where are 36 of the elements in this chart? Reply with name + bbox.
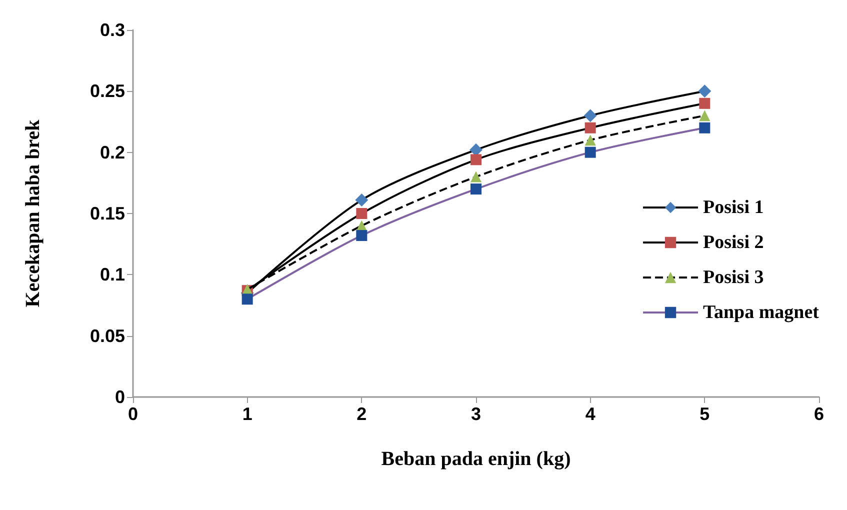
y-tick-label: 0: [114, 387, 125, 407]
legend-label: Posisi 3: [703, 267, 764, 288]
y-axis-title: Kecekapan haba brek: [22, 118, 44, 308]
point: [470, 184, 482, 195]
point: [356, 208, 368, 219]
point: [699, 122, 710, 134]
point: [584, 109, 597, 122]
x-axis-title: Beban pada enjin (kg): [381, 448, 571, 470]
x-tick-label: 2: [356, 404, 367, 424]
point: [470, 171, 482, 182]
point: [470, 143, 482, 156]
legend-label: Posisi 2: [703, 232, 764, 253]
point: [356, 230, 368, 242]
x-tick-label: 0: [128, 404, 138, 424]
y-tick-label: 0.1: [100, 264, 125, 285]
x-tick-label: 3: [470, 404, 482, 424]
y-tick-label: 0.25: [90, 81, 125, 102]
point: [242, 294, 253, 305]
y-tick-label: 0.2: [100, 142, 125, 162]
y-tick-label: 0.05: [90, 326, 125, 346]
legend-label: Tanpa magnet: [703, 302, 820, 323]
x-tick-label: 6: [814, 404, 824, 424]
x-tick-label: 4: [585, 404, 596, 424]
y-tick-label: 0.15: [90, 204, 125, 224]
point: [698, 84, 712, 98]
point: [355, 194, 368, 207]
x-tick-label: 1: [242, 404, 252, 424]
point: [584, 146, 596, 158]
point: [584, 134, 596, 146]
point: [470, 154, 482, 166]
point: [699, 110, 710, 122]
legend-label: Posisi 1: [703, 197, 764, 218]
x-tick-label: 5: [700, 404, 710, 424]
point: [584, 122, 596, 134]
y-tick-label: 0.3: [100, 20, 125, 40]
point: [699, 98, 710, 109]
